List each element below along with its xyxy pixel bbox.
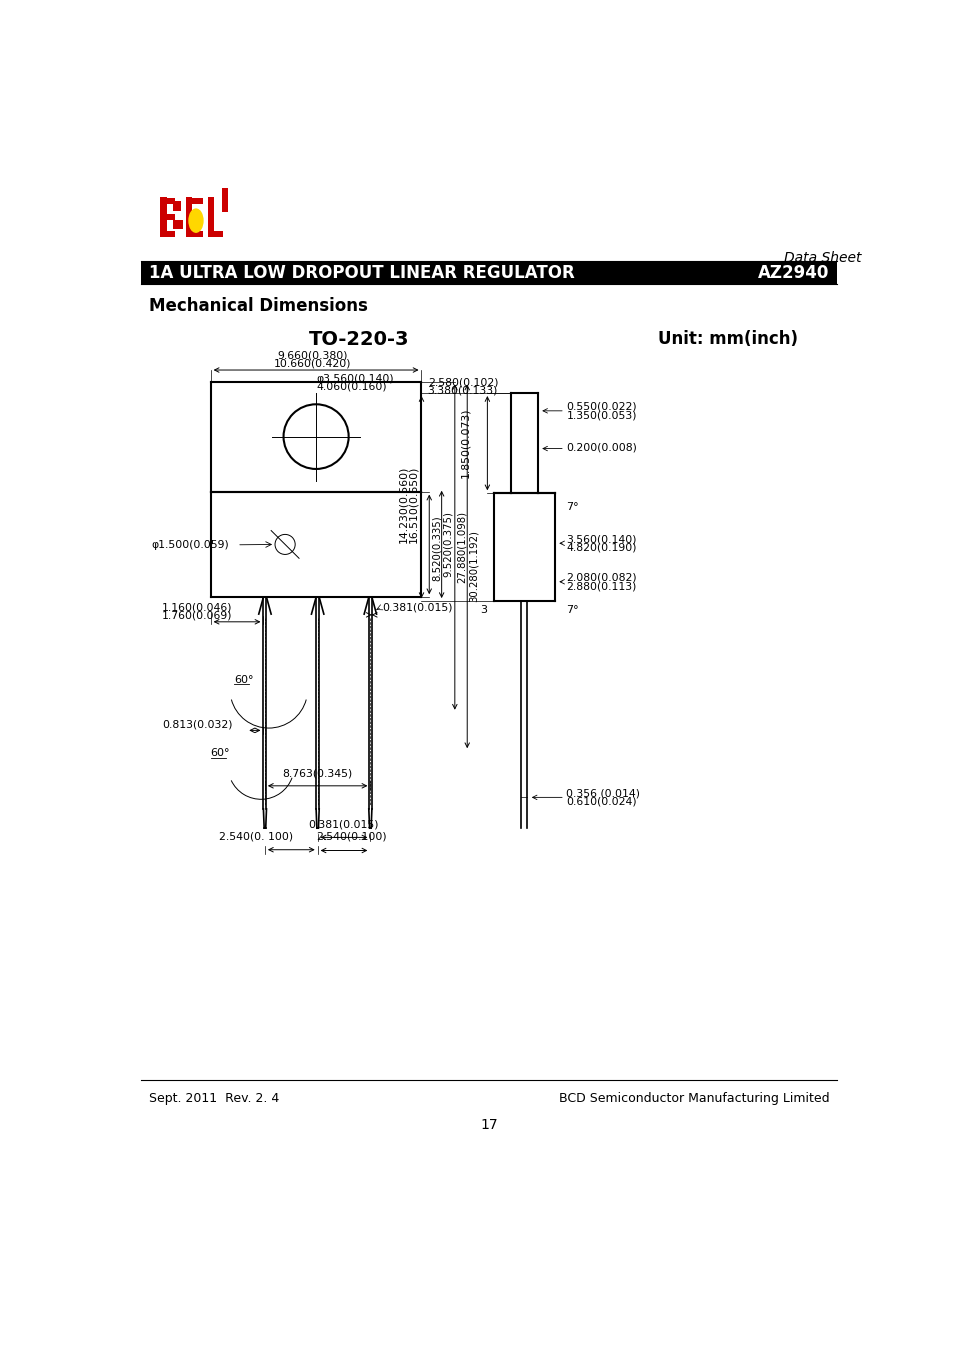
Bar xyxy=(159,231,174,236)
Text: 8.520(0.335): 8.520(0.335) xyxy=(431,515,441,581)
Text: 4.060(0.160): 4.060(0.160) xyxy=(316,381,387,392)
Bar xyxy=(141,261,836,284)
Text: 0.381(0.015): 0.381(0.015) xyxy=(381,603,452,612)
Text: 0.550(0.022): 0.550(0.022) xyxy=(566,403,637,412)
Bar xyxy=(159,213,174,220)
Text: 3.380(0.133): 3.380(0.133) xyxy=(427,385,497,396)
Text: 7°: 7° xyxy=(566,503,578,512)
Text: 14.230(0.560): 14.230(0.560) xyxy=(397,466,408,543)
Bar xyxy=(173,201,181,211)
Text: Unit: mm(inch): Unit: mm(inch) xyxy=(658,330,797,349)
Text: 9.520(0.375): 9.520(0.375) xyxy=(443,512,453,577)
Text: 8.763(0.345): 8.763(0.345) xyxy=(282,769,353,778)
Ellipse shape xyxy=(189,209,203,232)
Text: 0.381(0.015): 0.381(0.015) xyxy=(309,820,379,830)
Text: 2.580(0.102): 2.580(0.102) xyxy=(427,378,497,388)
Text: TO-220-3: TO-220-3 xyxy=(309,330,410,349)
Text: 3: 3 xyxy=(480,605,487,615)
Bar xyxy=(208,231,223,236)
Text: 2.540(0. 100): 2.540(0. 100) xyxy=(219,831,294,842)
Text: 60°: 60° xyxy=(233,674,253,685)
Bar xyxy=(159,199,174,204)
Bar xyxy=(186,231,203,236)
Text: BCD Semiconductor Manufacturing Limited: BCD Semiconductor Manufacturing Limited xyxy=(558,1092,828,1105)
Bar xyxy=(186,199,203,204)
Text: 2.880(0.113): 2.880(0.113) xyxy=(566,581,637,592)
Text: 0.356 (0.014): 0.356 (0.014) xyxy=(566,789,639,798)
Text: 60°: 60° xyxy=(211,748,230,758)
Text: 9.660(0.380): 9.660(0.380) xyxy=(276,351,347,361)
Text: 7°: 7° xyxy=(566,605,578,615)
Text: 10.660(0.420): 10.660(0.420) xyxy=(274,358,351,369)
Text: 17: 17 xyxy=(479,1119,497,1132)
Text: 30.280(1.192): 30.280(1.192) xyxy=(468,531,478,603)
Text: 3.560(0.140): 3.560(0.140) xyxy=(566,535,637,544)
Text: 0.813(0.032): 0.813(0.032) xyxy=(162,719,233,730)
Text: φ3.560(0.140): φ3.560(0.140) xyxy=(316,374,395,384)
Text: AZ2940: AZ2940 xyxy=(757,263,828,282)
Text: Sept. 2011  Rev. 2. 4: Sept. 2011 Rev. 2. 4 xyxy=(149,1092,278,1105)
Bar xyxy=(186,197,192,236)
Text: 1.760(0.069): 1.760(0.069) xyxy=(162,611,233,620)
Bar xyxy=(208,199,213,204)
Text: 1.350(0.053): 1.350(0.053) xyxy=(566,411,637,420)
Text: 27.880(1.098): 27.880(1.098) xyxy=(456,511,466,584)
Text: Mechanical Dimensions: Mechanical Dimensions xyxy=(149,297,367,315)
Bar xyxy=(173,220,183,230)
Text: 4.820(0.190): 4.820(0.190) xyxy=(566,543,637,553)
Text: 1A ULTRA LOW DROPOUT LINEAR REGULATOR: 1A ULTRA LOW DROPOUT LINEAR REGULATOR xyxy=(149,263,574,282)
Text: Data Sheet: Data Sheet xyxy=(783,251,861,265)
Text: 1.160(0.046): 1.160(0.046) xyxy=(162,603,233,612)
Bar xyxy=(208,197,213,236)
Bar xyxy=(159,197,167,236)
Text: φ1.500(0.059): φ1.500(0.059) xyxy=(152,540,230,550)
Text: 16.510(0.650): 16.510(0.650) xyxy=(408,466,417,543)
Text: 0.610(0.024): 0.610(0.024) xyxy=(566,797,637,807)
Text: 1.850(0.073): 1.850(0.073) xyxy=(459,408,470,478)
Bar xyxy=(221,188,228,212)
Text: 2.080(0.082): 2.080(0.082) xyxy=(566,573,637,582)
Text: 0.200(0.008): 0.200(0.008) xyxy=(566,442,637,453)
Text: 2.540(0.100): 2.540(0.100) xyxy=(316,831,387,842)
